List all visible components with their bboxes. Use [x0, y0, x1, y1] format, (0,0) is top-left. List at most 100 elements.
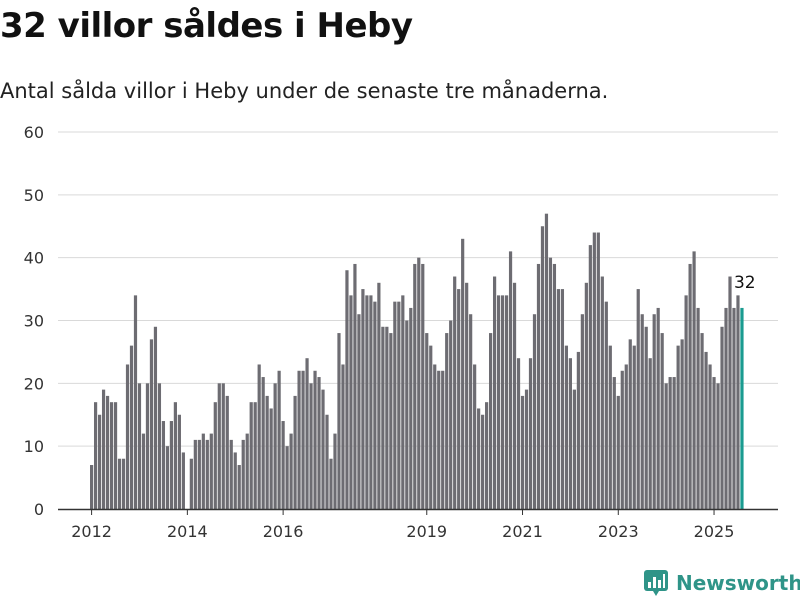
bar — [724, 307, 728, 509]
bar — [457, 289, 461, 509]
bar — [337, 333, 341, 509]
bar — [221, 383, 225, 509]
bar — [301, 370, 305, 509]
bar — [201, 433, 205, 509]
bar — [97, 414, 102, 509]
bar — [496, 295, 501, 509]
bar — [556, 289, 561, 509]
bar — [568, 358, 572, 509]
bar — [241, 439, 245, 509]
x-tick-label: 2025 — [694, 522, 735, 541]
bar — [209, 433, 213, 509]
bar — [389, 333, 393, 509]
bar — [177, 414, 181, 509]
bar — [500, 295, 505, 509]
bar — [325, 414, 329, 509]
bar — [736, 295, 740, 509]
bar — [281, 421, 285, 509]
bar — [660, 333, 664, 509]
x-tick-label: 2019 — [406, 522, 447, 541]
bar — [90, 465, 94, 509]
bar — [512, 282, 517, 509]
bar — [453, 276, 457, 509]
bar — [357, 314, 361, 509]
bar — [552, 263, 557, 509]
bar — [504, 295, 509, 509]
bar — [169, 421, 173, 509]
bar — [640, 314, 644, 509]
bar — [624, 364, 628, 509]
bar — [616, 395, 620, 509]
bar — [297, 370, 301, 509]
bar — [365, 295, 369, 509]
y-tick-label: 40 — [24, 249, 44, 268]
bar — [437, 370, 441, 509]
bar — [113, 402, 118, 509]
bar — [109, 402, 114, 509]
bar — [716, 383, 720, 509]
bar — [668, 377, 672, 509]
bar — [441, 370, 445, 509]
bar — [481, 414, 485, 509]
bar — [564, 345, 569, 509]
bar — [137, 383, 142, 509]
bar — [692, 251, 696, 509]
bar — [516, 358, 521, 509]
newsworthy-logo: Newsworthy — [644, 570, 800, 596]
bar — [277, 370, 281, 509]
x-tick-label: 2012 — [71, 522, 112, 541]
bar — [728, 276, 732, 509]
bar — [129, 345, 134, 509]
y-tick-label: 0 — [34, 500, 44, 519]
bar — [708, 364, 712, 509]
bar — [181, 452, 185, 509]
bar — [225, 395, 229, 509]
bar — [544, 213, 549, 509]
bar — [405, 320, 409, 509]
bar — [580, 314, 584, 509]
bar — [293, 395, 297, 509]
bar — [528, 358, 533, 509]
bar — [217, 383, 221, 509]
bar — [588, 245, 592, 509]
bar — [321, 389, 325, 509]
bar — [309, 383, 313, 509]
bar — [508, 251, 513, 509]
bar — [197, 439, 201, 509]
bar — [632, 345, 636, 509]
bar — [732, 307, 736, 509]
bar — [233, 452, 237, 509]
bar — [361, 289, 365, 509]
y-tick-label: 60 — [24, 123, 44, 142]
bar — [600, 276, 604, 509]
bar — [672, 377, 676, 509]
bar — [485, 402, 489, 509]
bar — [105, 395, 110, 509]
bar — [121, 458, 126, 509]
bar — [173, 402, 177, 509]
bar — [445, 333, 449, 509]
bar — [712, 377, 716, 509]
bar — [133, 295, 138, 509]
bar — [572, 389, 576, 509]
brand-name: Newsworthy — [676, 571, 800, 595]
bar — [353, 263, 357, 509]
bar — [313, 370, 317, 509]
data-label: 32 — [734, 273, 756, 293]
bar — [548, 257, 553, 509]
bar — [289, 433, 293, 509]
bar — [492, 276, 497, 509]
bar — [596, 232, 600, 509]
bar — [720, 326, 724, 509]
bar — [636, 289, 640, 509]
bar — [377, 282, 381, 509]
bar — [381, 326, 385, 509]
bar-chart: 0 10 20 30 40 50 60 2012 2014 2016 2019 2021 2023 202… — [24, 123, 778, 541]
bar — [592, 232, 596, 509]
bar — [584, 282, 588, 509]
bar — [644, 326, 648, 509]
bar — [385, 326, 389, 509]
bar — [648, 358, 652, 509]
bar — [620, 370, 624, 509]
bar — [245, 433, 249, 509]
